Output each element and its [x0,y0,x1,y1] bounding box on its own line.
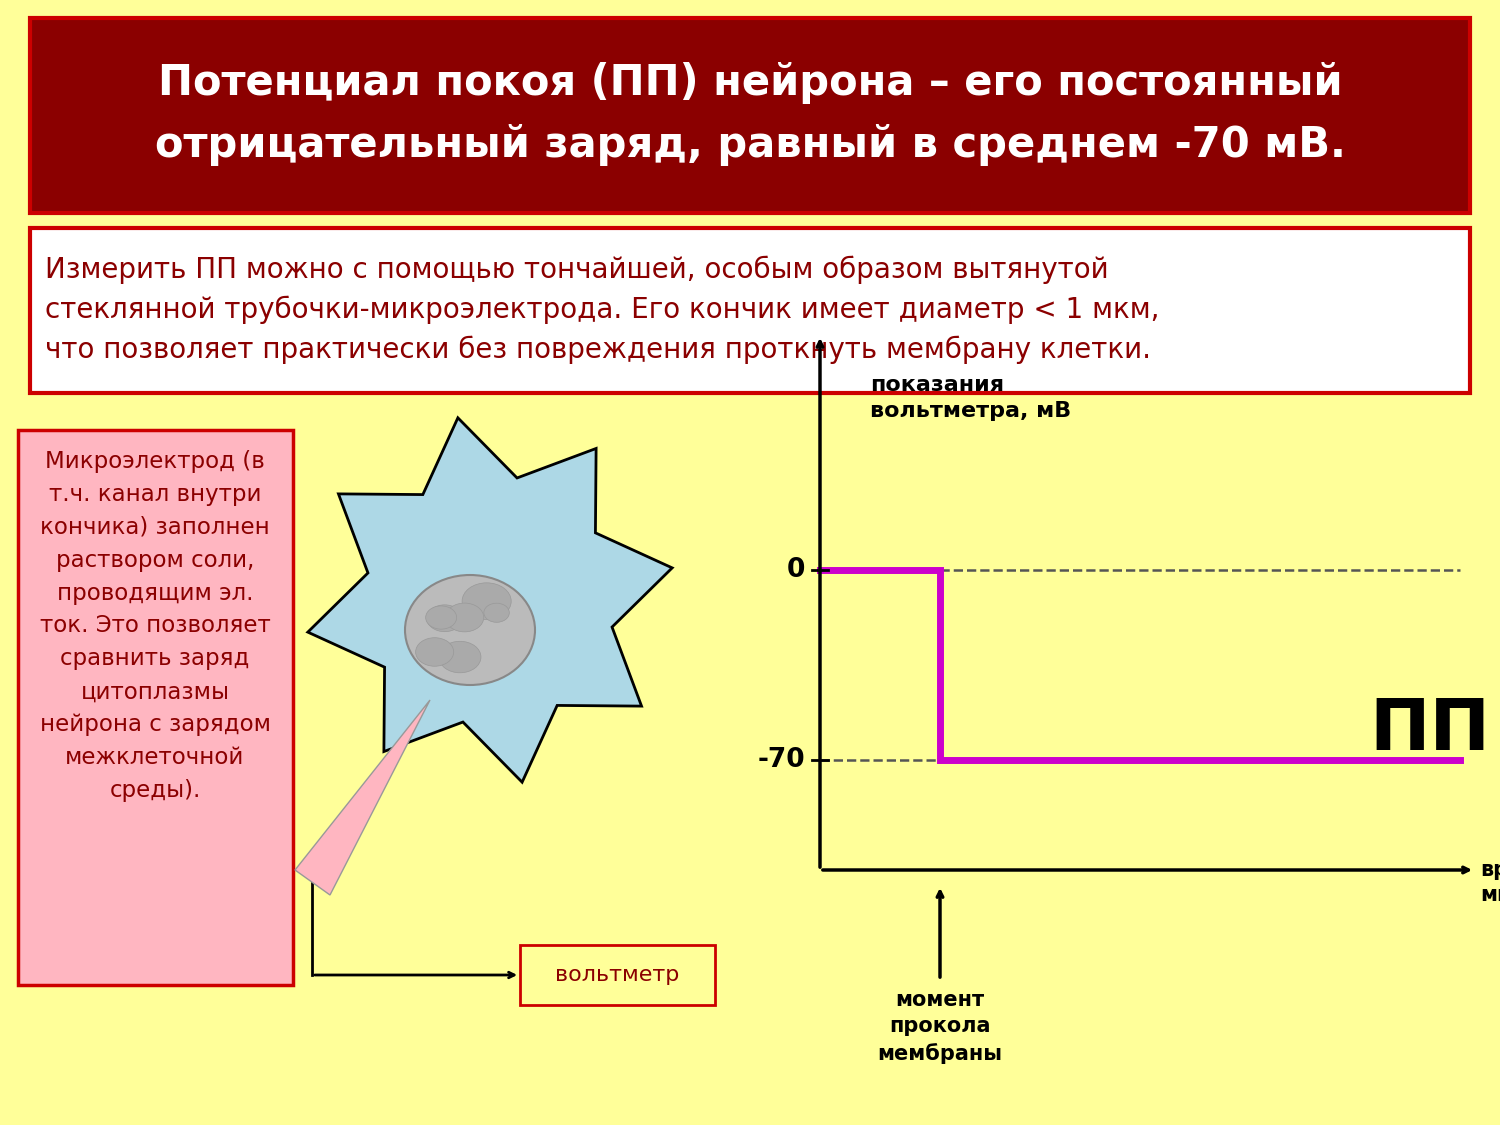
Ellipse shape [465,600,490,619]
FancyBboxPatch shape [30,18,1470,213]
FancyBboxPatch shape [30,228,1470,393]
Text: показания
вольтметра, мВ: показания вольтметра, мВ [870,375,1071,422]
Text: -70: -70 [758,747,806,773]
Text: время,
мин: время, мин [1480,860,1500,904]
Polygon shape [308,417,672,782]
Text: Измерить ПП можно с помощью тончайшей, особым образом вытянутой
стеклянной трубо: Измерить ПП можно с помощью тончайшей, о… [45,256,1160,363]
FancyBboxPatch shape [18,430,292,986]
Ellipse shape [440,641,482,673]
Polygon shape [296,700,430,896]
Ellipse shape [427,605,462,631]
Ellipse shape [462,583,512,620]
Ellipse shape [426,606,456,629]
Ellipse shape [484,603,510,622]
Text: вольтметр: вольтметр [555,965,680,986]
FancyBboxPatch shape [520,945,716,1005]
Text: Потенциал покоя (ПП) нейрона – его постоянный: Потенциал покоя (ПП) нейрона – его посто… [158,62,1342,104]
Ellipse shape [405,575,536,685]
Text: Микроэлектрод (в
т.ч. канал внутри
кончика) заполнен
раствором соли,
проводящим : Микроэлектрод (в т.ч. канал внутри кончи… [39,450,270,802]
Text: 0: 0 [786,557,806,583]
Text: момент
прокола
мембраны: момент прокола мембраны [878,990,1002,1064]
Text: ПП: ПП [1370,695,1491,765]
Text: отрицательный заряд, равный в среднем -70 мВ.: отрицательный заряд, равный в среднем -7… [154,124,1346,166]
Ellipse shape [446,603,483,632]
Ellipse shape [416,638,453,666]
